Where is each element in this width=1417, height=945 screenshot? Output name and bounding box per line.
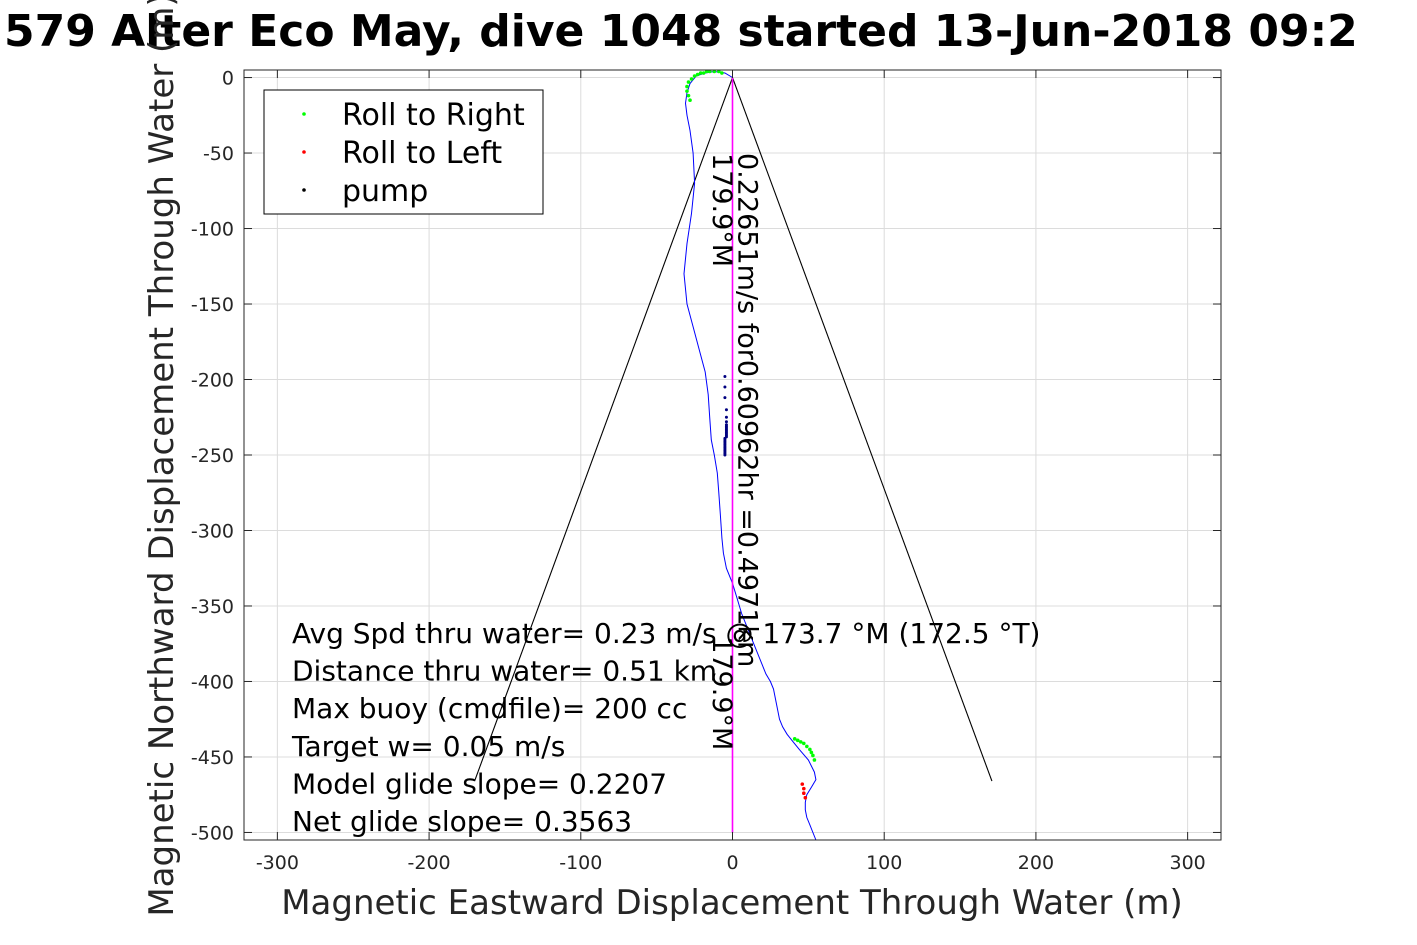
roll-right-point	[685, 89, 689, 93]
rotated-annotations: 0.22651m/s for0.60962hr =0.4971km179.9°M…	[706, 153, 763, 750]
roll-left-point	[800, 782, 805, 786]
roll-right-point	[717, 69, 721, 74]
roll-right-point	[802, 741, 806, 746]
roll-right-point	[686, 80, 691, 84]
pump-point	[723, 374, 727, 378]
legend-label: pump	[342, 174, 428, 209]
roll-right-point	[689, 77, 694, 81]
roll-right-point	[811, 753, 815, 758]
roll-left-point	[803, 795, 808, 800]
x-ticks: -300 -200 -100 0 100 200 300	[256, 70, 1206, 874]
x-tick-label: 100	[866, 852, 902, 874]
roll-right-point	[805, 744, 809, 749]
legend-marker	[302, 112, 306, 116]
x-tick-label: -100	[559, 852, 602, 874]
y-tick-label: -200	[191, 370, 234, 392]
y-tick-label: -100	[191, 219, 234, 241]
roll-right-point	[685, 84, 689, 89]
stats-line: Max buoy (cmdfile)= 200 cc	[292, 692, 687, 725]
cone-line	[474, 77, 734, 782]
roll-right-point	[812, 758, 817, 762]
y-tick-label: -250	[191, 445, 234, 467]
x-tick-label: -300	[256, 852, 299, 874]
pump-point	[724, 420, 728, 424]
roll-right-point	[688, 98, 692, 102]
legend-marker	[302, 150, 306, 154]
y-tick-label: -450	[191, 747, 234, 769]
roll-right-point	[795, 738, 800, 743]
roll-right-point	[712, 69, 717, 74]
roll-right-point	[808, 747, 812, 752]
legend-box	[263, 89, 544, 215]
pump-point	[723, 453, 727, 457]
roll-right-point	[809, 750, 814, 755]
y-tick-label: -300	[191, 520, 234, 542]
x-axis-label: Magnetic Eastward Displacement Through W…	[281, 883, 1183, 923]
cone-line	[731, 77, 993, 782]
series-lines	[683, 70, 817, 841]
roll-right-point	[695, 72, 700, 77]
roll-right-point	[692, 74, 697, 78]
roll-left-point	[802, 791, 806, 795]
stats-annotations: Avg Spd thru water= 0.23 m/s @ 173.7 °M …	[291, 617, 1040, 838]
pump-point	[723, 396, 727, 400]
x-tick-label: -200	[408, 852, 451, 874]
y-tick-label: -400	[191, 671, 234, 693]
roll-right-point	[798, 740, 803, 744]
roll-right-point	[698, 71, 703, 75]
roll-right-point	[707, 69, 712, 74]
roll-right-point	[686, 93, 691, 98]
y-tick-label: -50	[203, 143, 234, 165]
stats-line: Model glide slope= 0.2207	[292, 767, 667, 800]
y-ticks: 0 -50 -100 -150 -200 -250 -300 -350 -400 -450 -500	[191, 68, 1221, 844]
y-tick-label: 0	[222, 68, 234, 90]
y-tick-label: -350	[191, 596, 234, 618]
roll-right-point	[701, 71, 706, 75]
pump-point	[724, 415, 728, 419]
cone-lines	[474, 77, 993, 782]
stats-line: Net glide slope= 0.3563	[292, 805, 632, 838]
legend-label: Roll to Left	[342, 136, 502, 171]
markers	[685, 69, 817, 800]
x-tick-label: 200	[1018, 852, 1054, 874]
pump-point	[724, 408, 728, 412]
legend-label: Roll to Right	[342, 98, 525, 133]
x-tick-label: 300	[1169, 852, 1205, 874]
rotated-annotation: 179.9°M	[706, 636, 737, 750]
rotated-annotation: 179.9°M	[706, 153, 737, 267]
y-tick-label: -500	[191, 822, 234, 844]
y-tick-label: -150	[191, 294, 234, 316]
stats-line: Target w= 0.05 m/s	[291, 730, 565, 763]
roll-right-point	[720, 71, 724, 75]
x-tick-label: 0	[726, 852, 738, 874]
legend-marker	[302, 188, 306, 192]
pump-point	[723, 385, 727, 389]
roll-right-point	[704, 69, 709, 74]
roll-left-point	[802, 786, 806, 791]
stats-line: Distance thru water= 0.51 km	[292, 655, 717, 688]
series-track	[683, 70, 817, 841]
chart-title: 579 Alter Eco May, dive 1048 started 13-…	[4, 6, 1358, 57]
stats-line: Avg Spd thru water= 0.23 m/s @ 173.7 °M …	[292, 617, 1040, 650]
y-axis-label: Magnetic Northward Displacement Through …	[142, 0, 182, 917]
rotated-annotation: 0.22651m/s for0.60962hr =0.4971km	[732, 153, 763, 667]
roll-right-point	[792, 737, 797, 741]
